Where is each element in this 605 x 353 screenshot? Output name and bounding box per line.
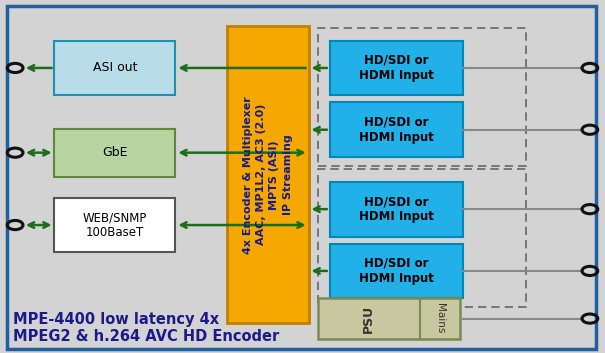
Text: HD/SDI or
HDMI Input: HD/SDI or HDMI Input — [359, 257, 434, 285]
Text: ASI out: ASI out — [93, 61, 137, 74]
Text: PSU: PSU — [362, 305, 375, 333]
FancyBboxPatch shape — [330, 182, 463, 237]
FancyBboxPatch shape — [330, 41, 463, 95]
FancyBboxPatch shape — [54, 198, 175, 252]
Text: HD/SDI or
HDMI Input: HD/SDI or HDMI Input — [359, 54, 434, 82]
FancyBboxPatch shape — [7, 6, 596, 349]
Text: HD/SDI or
HDMI Input: HD/SDI or HDMI Input — [359, 116, 434, 144]
FancyBboxPatch shape — [318, 298, 460, 339]
Text: GbE: GbE — [102, 146, 128, 159]
Text: 4x Encoder & Multiplexer
AAC, MP1L2, AC3 (2.0)
MPTS (ASI)
IP Streaming: 4x Encoder & Multiplexer AAC, MP1L2, AC3… — [243, 96, 292, 253]
Text: Mains: Mains — [435, 303, 445, 334]
FancyBboxPatch shape — [54, 129, 175, 176]
Text: HD/SDI or
HDMI Input: HD/SDI or HDMI Input — [359, 195, 434, 223]
FancyBboxPatch shape — [227, 26, 309, 323]
FancyBboxPatch shape — [330, 244, 463, 298]
FancyBboxPatch shape — [54, 41, 175, 95]
Text: MPE-4400 low latency 4x
MPEG2 & h.264 AVC HD Encoder: MPE-4400 low latency 4x MPEG2 & h.264 AV… — [13, 312, 280, 344]
Text: WEB/SNMP
100BaseT: WEB/SNMP 100BaseT — [83, 211, 147, 239]
FancyBboxPatch shape — [330, 102, 463, 157]
